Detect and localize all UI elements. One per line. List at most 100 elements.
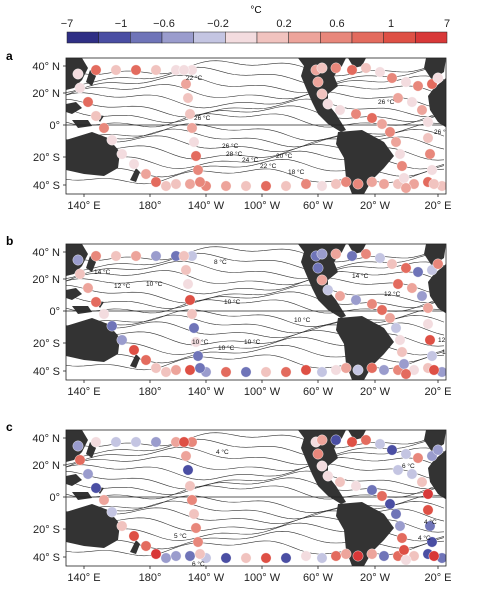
latitude-label: 0° [49,120,60,132]
isotherm-line [66,463,445,481]
isotherm-line [66,470,445,490]
observation-dot [352,178,364,190]
colorbar-cell [130,31,163,44]
observation-dot [330,434,342,446]
observation-dot [220,180,232,192]
observation-dot [128,344,140,356]
observation-dot [322,284,334,296]
observation-dot [72,440,84,452]
observation-dot [330,62,342,74]
isotherm-line [66,270,445,286]
observation-dot [316,460,328,472]
observation-dot [74,82,86,94]
colorbar-tick-labels: −7 −1 −0.6 −0.2 0.2 0.6 1 7 [61,18,450,30]
contour-label: 10 °C [224,298,241,306]
observation-dot [360,248,372,260]
observation-dot [376,490,388,502]
observation-dot [400,368,412,380]
observation-dot [150,250,162,262]
isotherm-line [66,135,445,153]
observation-dot [150,548,162,560]
observation-dot [140,168,152,180]
observation-dot [422,488,434,500]
observation-dot [422,116,434,128]
observation-dot [453,553,463,563]
isotherm-line [66,74,445,93]
observation-dot [170,178,182,190]
observation-dot [366,484,378,496]
observation-dot [98,308,110,320]
observation-dots [72,62,463,194]
observation-dot [360,62,372,74]
observation-dot [422,132,434,144]
latitude-label: 40° S [33,180,60,192]
observation-dot [366,298,378,310]
land-mass [72,120,92,128]
colorbar-cell [256,31,289,44]
land-mass [66,318,120,362]
observation-dot [128,530,140,542]
observation-dot [186,308,198,320]
observation-dot [424,334,436,346]
observation-dot [90,110,102,122]
observation-dot [240,180,252,192]
isotherm-line [66,321,445,339]
observation-dot [424,520,436,532]
contour-labels: 14 °C12 °C 10 °C8 °C10 °C10 °C14 °C12 °C1… [94,258,446,356]
contour-label: 10 °C [294,316,311,324]
observation-dot [280,366,292,378]
observation-dot [453,181,463,191]
contour-label: 20 °C [276,152,293,160]
observation-dot [280,180,292,192]
isotherm-line [66,291,445,309]
colorbar-cell [193,31,226,44]
observation-dot [82,468,94,480]
observation-dot [374,66,386,78]
panel-letter: c [6,420,13,434]
observation-dot [128,158,140,170]
longitude-label: 140° E [67,572,100,584]
latitude-labels: 40° N 20° N 0° 20° S 40° S [32,433,66,564]
observation-dot [334,104,346,116]
latitude-label: 20° S [33,524,60,536]
colorbar-tick-label: 1 [388,18,394,30]
isotherm-line [66,308,445,328]
observation-dot [316,434,328,446]
observation-dot [184,550,196,562]
observation-dot [90,436,102,448]
contour-label: 22 °C [260,162,277,170]
contour-label: 10 °C [218,344,235,352]
isotherm-line [66,507,445,525]
colorbar-cell [98,31,131,44]
longitude-label: 180° [139,572,162,584]
observation-dot [82,96,94,108]
contour-label: 18 °C [288,168,305,176]
contour-labels: 22 °C26 °C26 °C28 °C24 °C22 °C20 °C18 °C… [186,74,446,176]
observation-dot [90,250,102,262]
contour-label: 14 °C [94,268,111,276]
latitude-label: 20° N [32,88,60,100]
contour-label: 28 °C [226,150,243,158]
observation-dot [300,550,312,562]
observation-dot [110,64,122,76]
isotherm-line [66,98,445,118]
observation-dot [192,164,204,176]
observation-dot [400,182,412,194]
land-mass [66,504,120,548]
observation-dot [412,452,424,464]
observation-dot [346,64,358,76]
longitude-label: 20° W [360,200,391,212]
colorbar-cell [225,31,258,44]
contour-label: 26 °C [222,142,239,150]
observation-dot [178,64,190,76]
isotherm-line [66,494,445,514]
latitude-label: 40° S [33,366,60,378]
observation-dot [352,364,364,376]
contour-label: 6 °C [192,560,205,568]
land-mass [130,168,140,182]
land-mass [130,354,140,368]
observation-dot [398,172,410,184]
observation-dot [180,78,192,90]
observation-dot [130,64,142,76]
observation-dot [194,176,206,188]
